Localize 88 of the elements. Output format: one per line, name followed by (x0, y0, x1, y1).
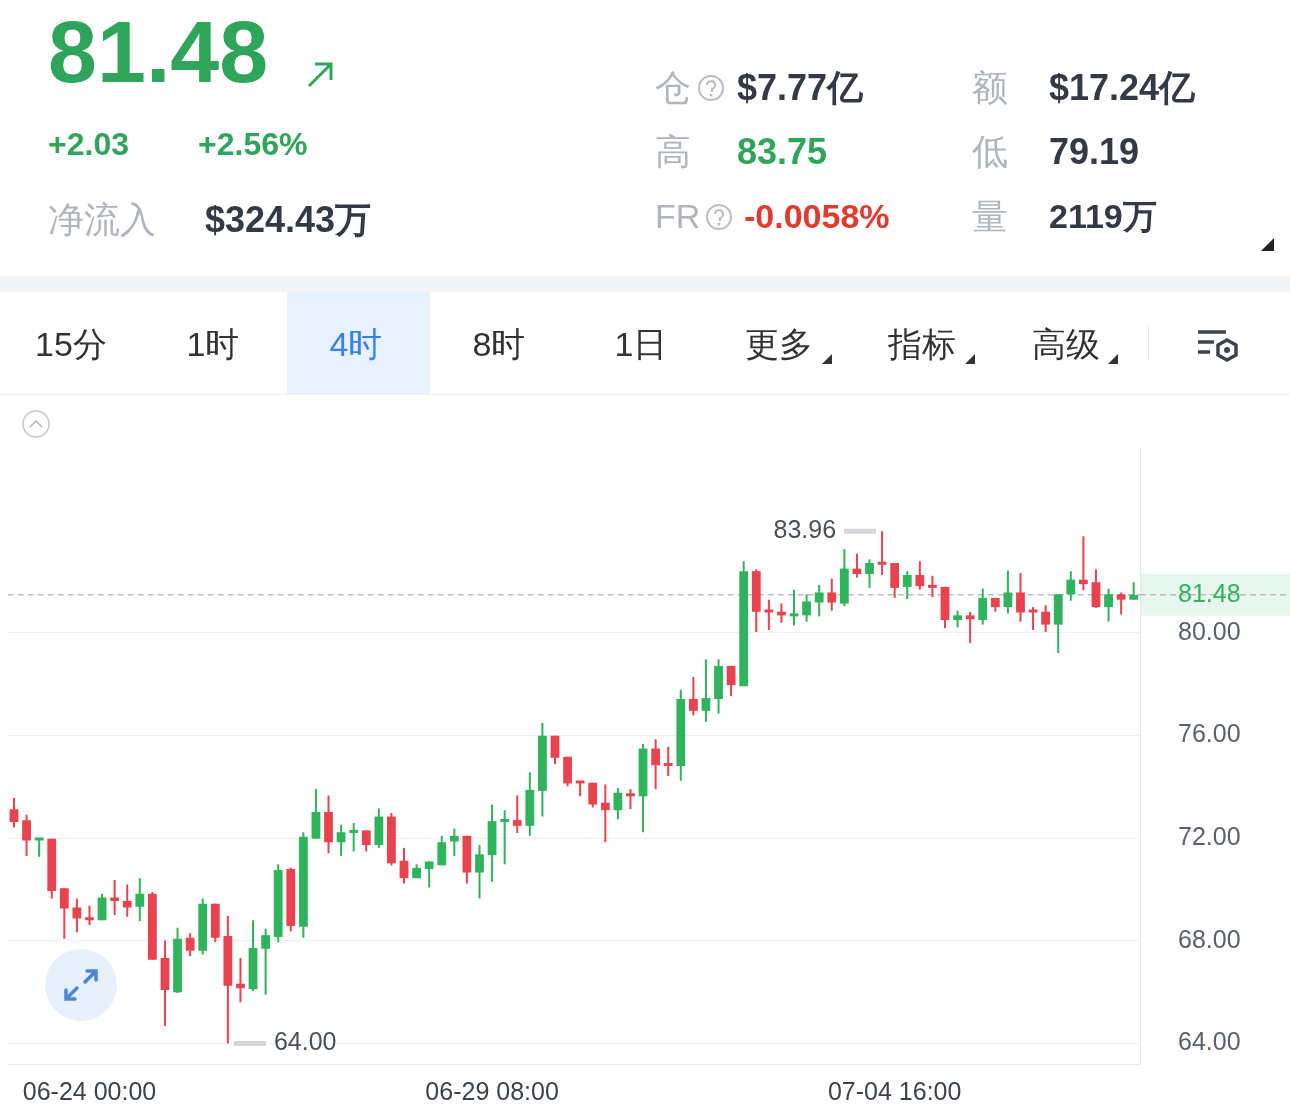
candlestick (97, 892, 107, 922)
candlestick (613, 787, 623, 821)
y-tick-label: 68.00 (1178, 924, 1241, 953)
text: 8时 (472, 325, 526, 363)
text: 仓 (655, 67, 691, 108)
candlestick (261, 927, 271, 996)
candlestick (688, 675, 698, 717)
candlestick (902, 570, 912, 600)
y-tick-label: 76.00 (1178, 719, 1241, 748)
candlestick (22, 813, 31, 858)
candlestick (72, 897, 82, 934)
candlestick (59, 887, 69, 940)
candlestick (336, 823, 346, 858)
candlestick (701, 658, 711, 723)
text: +2.03 (48, 126, 129, 162)
text: +2.56% (198, 126, 308, 162)
candlestick (588, 781, 598, 809)
text: FR (655, 197, 701, 235)
candlestick (9, 797, 19, 829)
candlestick (361, 829, 371, 853)
candlestick (865, 558, 874, 589)
candlestick (122, 883, 132, 918)
text: 79.19 (1049, 131, 1140, 172)
text: 低 (972, 131, 1008, 172)
text: 额 (972, 67, 1008, 108)
text: 2119万 (1049, 197, 1157, 235)
text: -0.0058% (744, 197, 890, 235)
x-tick-label: 07-04 16:00 (827, 1076, 962, 1105)
ref-line-label: 81.48 (1178, 578, 1241, 607)
candlestick (575, 780, 585, 798)
text: 净流入 (48, 199, 156, 240)
text: 4时 (329, 325, 383, 363)
text: 更多 (745, 325, 813, 363)
x-tick-label: 06-24 00:00 (22, 1076, 157, 1105)
candlestick (1016, 572, 1025, 623)
candlestick (1078, 535, 1088, 592)
candlestick (802, 593, 812, 623)
candlestick (726, 664, 736, 698)
candlestick (978, 587, 988, 626)
y-tick-label: 72.00 (1178, 822, 1241, 851)
candlestick (600, 783, 610, 844)
candlestick (626, 788, 635, 811)
candlestick (915, 560, 925, 591)
candlestick (512, 794, 522, 834)
candlestick (475, 844, 484, 900)
candlestick (789, 588, 799, 627)
candlestick (349, 821, 359, 853)
candlestick (34, 837, 44, 858)
candlestick (135, 877, 145, 923)
candlestick (550, 734, 560, 766)
candlestick (928, 574, 937, 599)
candlestick (424, 860, 434, 889)
candlestick (437, 834, 447, 867)
candlestick (185, 932, 195, 958)
candlestick (965, 610, 975, 645)
candlestick (110, 878, 120, 916)
text: 15分 (35, 325, 107, 363)
candlestick (814, 584, 824, 618)
text: $7.77亿 (737, 67, 864, 108)
candlestick (1028, 606, 1038, 631)
text: 高 (655, 131, 691, 172)
text: 83.75 (737, 131, 828, 172)
annotation: 64.00 (273, 1027, 337, 1056)
annotation: 83.96 (773, 515, 837, 544)
text: 指标 (888, 325, 956, 363)
candlestick (1066, 570, 1076, 602)
candlestick (764, 598, 774, 631)
text: 1日 (614, 325, 668, 363)
candlestick (827, 577, 837, 612)
candlestick (1041, 604, 1051, 634)
candlestick (449, 827, 459, 858)
text: 量 (972, 196, 1008, 237)
candlestick (1003, 569, 1013, 615)
text: $17.24亿 (1049, 67, 1196, 108)
text: $324.43万 (205, 199, 372, 240)
candlestick (651, 738, 661, 791)
candlestick (877, 530, 887, 577)
chart-title: 81.48 (48, 2, 269, 101)
candlestick (85, 904, 94, 926)
y-tick-label: 80.00 (1178, 616, 1241, 645)
candlestick (500, 809, 510, 866)
y-tick-label: 64.00 (1178, 1027, 1241, 1056)
candlestick (1104, 587, 1113, 623)
x-tick-label: 06-29 08:00 (425, 1076, 559, 1105)
candlestick (663, 745, 673, 778)
text: 1时 (186, 325, 240, 363)
text: 高级 (1032, 325, 1100, 363)
candlestick (1116, 591, 1126, 616)
